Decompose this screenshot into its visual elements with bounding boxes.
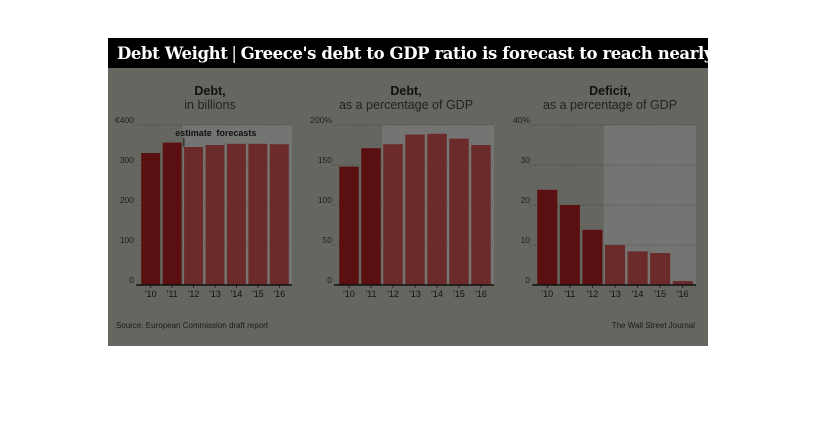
xtick-label-2-5: '15 bbox=[453, 289, 465, 299]
headline-separator: | bbox=[231, 44, 237, 63]
headline-label: Debt Weight bbox=[117, 44, 228, 63]
ytick-label-1-1: 100 bbox=[120, 235, 134, 245]
bar-2-15 bbox=[449, 138, 469, 285]
panel-1-title-main: Debt, bbox=[194, 84, 226, 98]
ytick-label-2-4: 200% bbox=[310, 115, 332, 125]
xtick-label-3-6: '16 bbox=[677, 289, 689, 299]
bar-1-16 bbox=[269, 144, 289, 285]
xtick-label-2-4: '14 bbox=[431, 289, 443, 299]
xtick-label-3-4: '14 bbox=[632, 289, 644, 299]
ytick-label-3-2: 20 bbox=[521, 195, 531, 205]
xtick-label-1-3: '13 bbox=[209, 289, 221, 299]
chart-graphic: Debt Weight | Greece's debt to GDP ratio i… bbox=[108, 38, 816, 346]
bar-3-13 bbox=[604, 245, 626, 285]
ytick-label-1-2: 200 bbox=[120, 195, 134, 205]
ytick-label-1-4: €400 bbox=[115, 115, 134, 125]
xtick-label-2-3: '13 bbox=[409, 289, 421, 299]
ytick-label-2-1: 50 bbox=[323, 235, 333, 245]
ytick-label-2-2: 100 bbox=[318, 195, 332, 205]
xtick-label-1-0: '10 bbox=[145, 289, 157, 299]
bar-2-12 bbox=[383, 144, 403, 285]
ytick-label-1-3: 300 bbox=[120, 155, 134, 165]
xtick-label-1-1: '11 bbox=[167, 289, 178, 299]
bar-1-10 bbox=[141, 153, 161, 285]
xtick-label-1-5: '15 bbox=[252, 289, 264, 299]
xtick-label-1-6: '16 bbox=[273, 289, 285, 299]
panel-2-title-sub: as a percentage of GDP bbox=[338, 98, 474, 112]
bar-2-16 bbox=[471, 145, 491, 285]
annotation-1-0: estimate bbox=[175, 128, 212, 138]
chart-panel-2: 0 50 100 150 200% '10 '11 '12 '13 '14 '15 '16 bbox=[310, 115, 494, 299]
chart-panel-1: 0 100 200 300 €400 '10 '11 '12 '13 '14 '15 '16 estim… bbox=[115, 115, 292, 299]
chart-headline: Debt Weight | Greece's debt to GDP ratio i… bbox=[117, 44, 816, 63]
charts-svg: 0100200300€400'10'11'12'13'14'15'16estim… bbox=[115, 115, 696, 299]
xtick-label-2-6: '16 bbox=[475, 289, 487, 299]
bar-2-11 bbox=[361, 148, 381, 285]
xtick-label-2-2: '12 bbox=[387, 289, 399, 299]
xtick-label-3-5: '15 bbox=[654, 289, 666, 299]
xtick-label-1-2: '12 bbox=[188, 289, 200, 299]
panel-2-title-main: Debt, bbox=[390, 84, 422, 98]
panel-1-title: Debt, in billions bbox=[120, 84, 300, 112]
bar-1-14 bbox=[226, 143, 246, 285]
panel-3-title-sub: as a percentage of GDP bbox=[542, 98, 678, 112]
panel-3-title-main: Deficit, bbox=[589, 84, 631, 98]
panel-3-title: Deficit, as a percentage of GDP bbox=[520, 84, 700, 112]
bar-3-12 bbox=[582, 229, 603, 285]
ytick-label-3-4: 40% bbox=[513, 115, 530, 125]
xtick-label-1-4: '14 bbox=[231, 289, 243, 299]
bar-3-10 bbox=[537, 189, 558, 285]
chart-panel-3: 0 10 20 30 40% '10 '11 '12 '13 '14 '15 '16 bbox=[513, 115, 696, 299]
bar-1-12 bbox=[184, 147, 204, 285]
ytick-label-2-0: 0 bbox=[327, 275, 332, 285]
headline-text: Greece's debt to GDP ratio is forecast t… bbox=[240, 44, 816, 63]
bar-2-10 bbox=[339, 166, 359, 285]
ytick-label-3-0: 0 bbox=[525, 275, 530, 285]
bar-3-11 bbox=[559, 205, 580, 285]
ytick-label-1-0: 0 bbox=[129, 275, 134, 285]
xtick-label-3-3: '13 bbox=[609, 289, 621, 299]
xtick-label-3-2: '12 bbox=[587, 289, 599, 299]
bar-3-15 bbox=[650, 253, 671, 285]
xtick-label-2-0: '10 bbox=[343, 289, 355, 299]
bar-2-13 bbox=[405, 134, 425, 285]
bar-1-15 bbox=[248, 143, 268, 285]
ytick-label-3-3: 30 bbox=[521, 155, 531, 165]
bar-2-14 bbox=[427, 133, 447, 285]
bar-1-13 bbox=[205, 145, 225, 285]
credit-note: The Wall Street Journal bbox=[611, 321, 695, 330]
xtick-label-2-1: '11 bbox=[365, 289, 376, 299]
bar-1-11 bbox=[162, 142, 182, 285]
annotation-1-1: forecasts bbox=[216, 128, 256, 138]
bar-3-14 bbox=[627, 251, 648, 285]
ytick-label-2-3: 150 bbox=[318, 155, 332, 165]
panel-2-title: Debt, as a percentage of GDP bbox=[316, 84, 496, 112]
bar-3-16 bbox=[672, 281, 693, 285]
source-note: Source: European Commission draft report bbox=[116, 321, 269, 330]
panel-1-title-sub: in billions bbox=[184, 98, 236, 112]
xtick-label-3-0: '10 bbox=[541, 289, 553, 299]
ytick-label-3-1: 10 bbox=[521, 235, 531, 245]
xtick-label-3-1: '11 bbox=[564, 289, 575, 299]
title-bar: Debt Weight | Greece's debt to GDP ratio i… bbox=[108, 38, 816, 68]
